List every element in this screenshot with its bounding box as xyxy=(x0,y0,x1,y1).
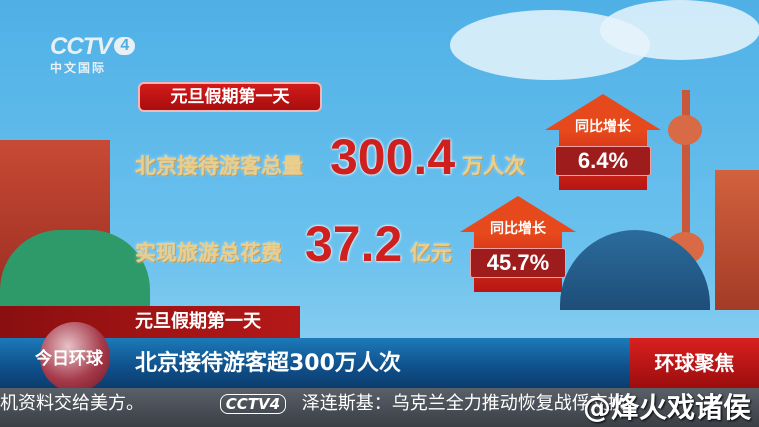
graphic-tag: 元旦假期第一天 xyxy=(138,82,322,112)
visitors-value: 300.4 xyxy=(330,129,456,185)
logo-subtitle: 中文国际 xyxy=(50,61,107,75)
logo-text: CCTV xyxy=(50,33,112,60)
tower-illustration xyxy=(682,90,690,310)
hill-illustration xyxy=(0,230,150,310)
pagoda-illustration xyxy=(715,170,759,310)
spending-growth-arrow: 同比增长 45.7% xyxy=(460,196,576,292)
ticker-text: 机资料交给美方。 xyxy=(0,393,144,414)
spending-value: 37.2 xyxy=(305,216,403,272)
visitors-unit: 万人次 xyxy=(462,154,525,178)
news-ticker: 机资料交给美方。 CCTV4 泽连斯基：乌克兰全力推动恢复战俘交换 xyxy=(0,388,759,427)
spending-label: 实现旅游总花费 xyxy=(135,241,282,265)
tower-sphere xyxy=(668,115,702,145)
watermark: @烽火戏诸侯 xyxy=(582,391,751,424)
segment-badge: 环球聚焦 xyxy=(630,338,759,388)
program-globe-logo: 今日环球 xyxy=(35,322,110,392)
program-name: 今日环球 xyxy=(35,349,103,369)
growth-label: 同比增长 xyxy=(490,221,546,237)
channel-logo: CCTV 4 中文国际 xyxy=(50,33,136,76)
growth-value: 6.4% xyxy=(555,146,651,176)
visitors-growth-arrow: 同比增长 6.4% xyxy=(545,94,661,190)
spending-unit: 亿元 xyxy=(410,241,452,265)
ticker-logo: CCTV4 xyxy=(219,394,287,414)
ticker-text: 泽连斯基：乌克兰全力推动恢复战俘交换 xyxy=(301,393,626,414)
growth-value: 45.7% xyxy=(470,248,566,278)
headline: 北京接待游客超300万人次 xyxy=(135,351,401,376)
visitors-label: 北京接待游客总量 xyxy=(135,154,303,178)
growth-label: 同比增长 xyxy=(575,119,631,135)
logo-number: 4 xyxy=(114,37,136,55)
kicker-bar: 元旦假期第一天 xyxy=(0,306,300,338)
cloud xyxy=(600,0,759,60)
